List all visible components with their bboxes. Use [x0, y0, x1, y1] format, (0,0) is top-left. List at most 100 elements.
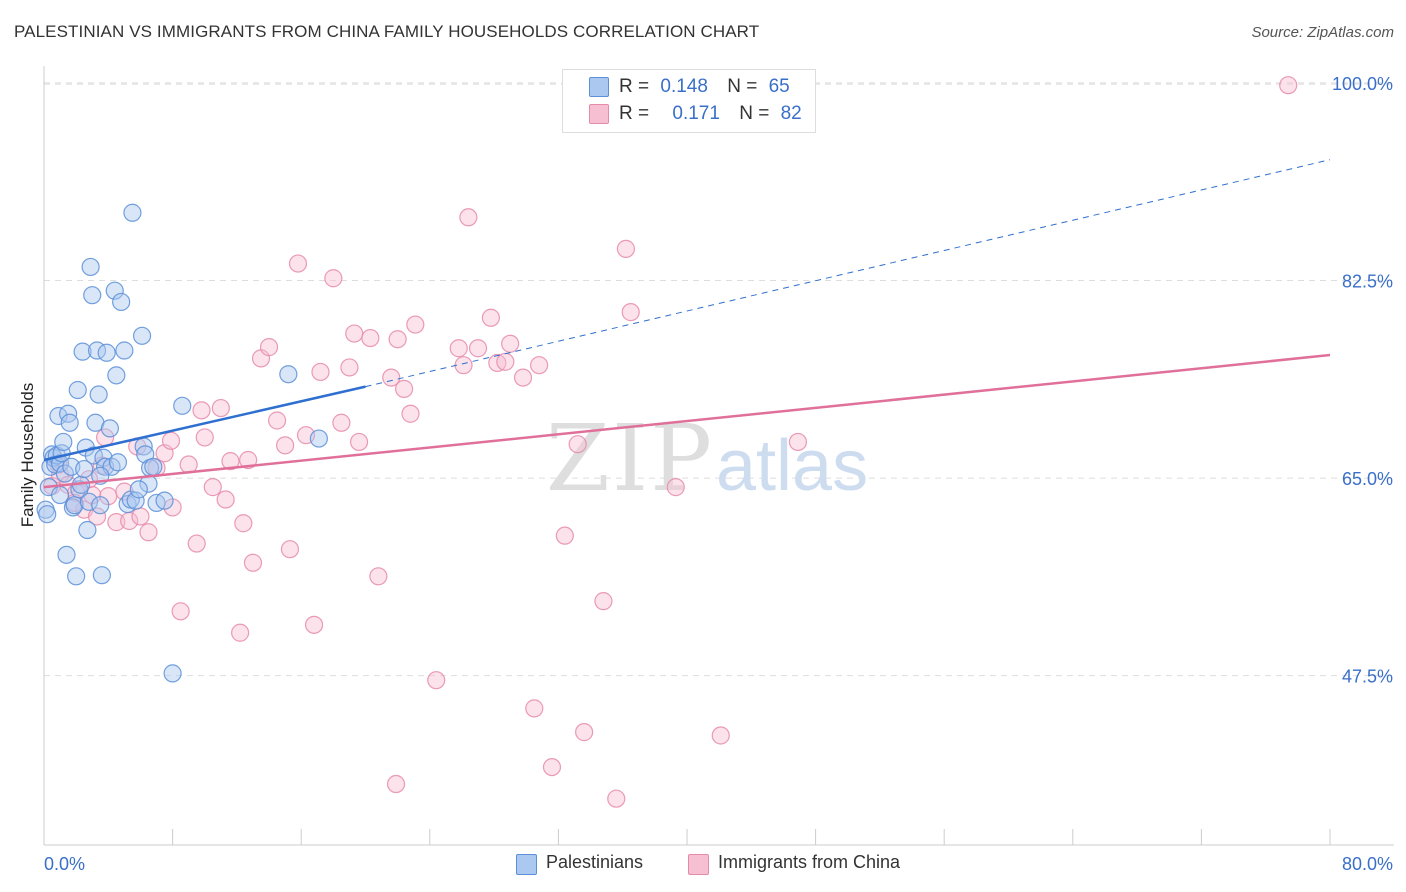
china-point [216, 490, 235, 509]
palestinians-point [115, 341, 134, 360]
china-point [427, 671, 446, 690]
legend-swatch-palestinians [589, 77, 609, 97]
china-point [501, 334, 520, 353]
palestinians-point [279, 365, 298, 384]
china-point [203, 478, 222, 497]
china-point [139, 523, 158, 542]
china-point [87, 507, 107, 526]
palestinians-point [112, 292, 131, 312]
palestinians-point [38, 505, 57, 524]
china-point [454, 356, 473, 375]
palestinians-point [144, 457, 163, 476]
y-tick-label: 65.0% [1342, 469, 1393, 489]
china-point [161, 431, 181, 450]
palestinians-point [79, 492, 99, 511]
palestinians-point [123, 203, 142, 222]
palestinians-point [81, 257, 100, 277]
china-point [406, 315, 425, 334]
bottom-legend-label-palestinians: Palestinians [546, 852, 644, 872]
palestinians-point [129, 480, 148, 499]
x-tick-label: 0.0% [44, 854, 85, 874]
series-palestinians [36, 203, 328, 683]
legend-swatch-china [589, 104, 609, 124]
palestinians-point [57, 545, 76, 564]
china-point [243, 553, 263, 572]
bottom-legend-swatch-china [688, 854, 709, 875]
palestinians-point [54, 432, 73, 452]
palestinians-point [89, 385, 108, 404]
china-point [468, 339, 488, 358]
china-point [311, 362, 330, 382]
china-point [211, 398, 230, 418]
palestinians-point [55, 464, 74, 483]
china-point [369, 567, 388, 586]
palestinians-point [155, 491, 174, 510]
palestinians-point [67, 567, 86, 586]
china-point [530, 356, 549, 375]
legend-n-label: N = [727, 76, 758, 97]
china-point [555, 526, 574, 545]
chart-title: PALESTINIAN VS IMMIGRANTS FROM CHINA FAM… [14, 22, 760, 41]
china-point [386, 774, 406, 794]
china-point [288, 254, 308, 273]
y-tick-label: 82.5% [1342, 272, 1393, 292]
legend: R = 0.148 N = 65 R = 0.171 N = 82 [562, 69, 816, 133]
china-point [340, 358, 359, 377]
palestinians-point [107, 366, 126, 385]
palestinians-point [100, 419, 120, 438]
palestinians-point [91, 496, 110, 515]
china-point [449, 339, 468, 358]
y-tick-label: 100.0% [1332, 74, 1393, 94]
china-point [349, 432, 369, 452]
legend-r-label: R = [619, 103, 650, 124]
palestinians-point [97, 343, 116, 362]
china-point [332, 413, 351, 432]
legend-r-label: R = [619, 76, 650, 97]
china-point [711, 726, 730, 745]
watermark: ZIP atlas [546, 405, 868, 512]
china-point [195, 428, 214, 447]
china-point [394, 379, 414, 398]
palestinians-point [78, 520, 97, 540]
china-point [513, 368, 533, 387]
china-point [401, 404, 420, 423]
china-point [239, 450, 258, 470]
palestinians-point [60, 413, 79, 432]
legend-r-value: 0.148 [660, 76, 708, 97]
palestinians-point [132, 326, 152, 345]
palestinians-point [73, 342, 92, 361]
palestinians-point [92, 566, 111, 585]
china-point [666, 478, 685, 497]
china-point [345, 324, 364, 343]
china-point [234, 514, 253, 533]
palestinians-point [59, 404, 78, 423]
watermark-atlas: atlas [716, 426, 868, 506]
palestinians-point [108, 453, 128, 472]
legend-n-label: N = [739, 103, 770, 124]
china-point [259, 338, 279, 357]
x-tick-label: 80.0% [1342, 854, 1393, 874]
china-point [267, 411, 287, 430]
watermark-zip: ZIP [546, 405, 714, 512]
china-point [304, 615, 324, 634]
china-point [131, 507, 150, 526]
china-point [388, 330, 407, 349]
grid-lines [44, 82, 1394, 677]
palestinians-point [126, 491, 145, 510]
palestinians-point [68, 380, 87, 400]
palestinians-point [105, 281, 124, 300]
china-point [542, 757, 562, 777]
china-trend-line [43, 353, 1331, 489]
china-point [594, 592, 613, 611]
china-point [382, 368, 401, 387]
china-point [324, 269, 343, 288]
palestinians-point [163, 664, 182, 683]
china-point [788, 432, 808, 452]
palestinians-point [75, 459, 94, 479]
palestinians-point [50, 485, 70, 505]
china-point [107, 513, 126, 532]
china-point [187, 534, 206, 553]
tick-labels: 47.5% 65.0% 82.5% 100.0% 0.0% 80.0% [44, 74, 1393, 874]
bottom-legend-label-china: Immigrants from China [718, 852, 901, 872]
